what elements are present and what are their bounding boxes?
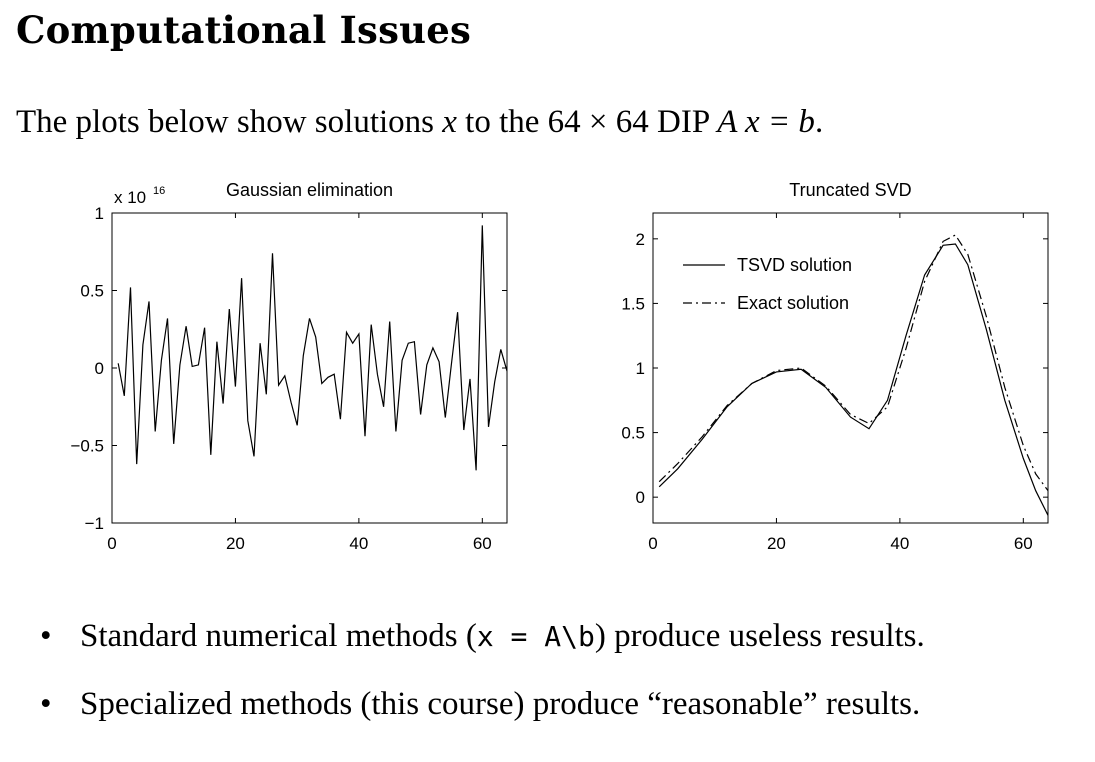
tsvd-x-tick-label: 20 — [767, 534, 786, 553]
intro-var: x — [442, 104, 457, 140]
tsvd-y-tick-label: 0 — [636, 488, 645, 507]
tsvd-x-tick-label: 60 — [1014, 534, 1033, 553]
intro-sentence: The plots below show solutions x to the … — [16, 104, 823, 141]
intro-prefix: The plots below show solutions — [16, 104, 443, 140]
gauss-y-tick-label: −1 — [85, 514, 104, 533]
gauss-y-tick-label: 0.5 — [80, 282, 104, 301]
gauss-x-tick-label: 20 — [226, 534, 245, 553]
tsvd-y-tick-label: 1.5 — [621, 294, 645, 313]
bullet-text-pre: Specialized methods (this course) produc… — [80, 686, 921, 722]
intro-middle: to the 64 × 64 DIP — [456, 104, 718, 140]
intro-suffix: . — [814, 104, 824, 140]
gauss-y-tick-label: −0.5 — [70, 437, 104, 456]
gauss-x-tick-label: 60 — [473, 534, 492, 553]
bullet-code: x = A\b — [476, 620, 595, 653]
tsvd-y-tick-label: 1 — [636, 359, 645, 378]
tsvd-chart-title: Truncated SVD — [789, 180, 911, 200]
tsvd-series-2-line — [658, 234, 1049, 492]
gauss-x-tick-label: 0 — [107, 534, 116, 553]
tsvd-y-tick-label: 2 — [636, 230, 645, 249]
gauss-plot-frame — [111, 212, 508, 524]
gauss-chart-title: Gaussian elimination — [226, 180, 393, 200]
tsvd-series-1-line — [658, 243, 1049, 516]
tsvd-legend-label: Exact solution — [737, 293, 849, 313]
tsvd-legend-label: TSVD solution — [737, 255, 852, 275]
gauss-x-tick-label: 40 — [349, 534, 368, 553]
gauss-y-tick-label: 0 — [95, 359, 104, 378]
intro-equation: A x = b — [717, 104, 815, 140]
tsvd-y-tick-label: 0.5 — [621, 424, 645, 443]
gauss-y-tick-label: 1 — [95, 204, 104, 223]
bullet-text-post: ) produce useless results. — [594, 618, 925, 654]
tsvd-x-tick-label: 0 — [648, 534, 657, 553]
gauss-scale-exponent: 16 — [153, 185, 165, 197]
bullet-dot: • — [40, 686, 52, 722]
bullet-dot: • — [40, 618, 52, 654]
gauss-series-1-line — [117, 225, 508, 471]
bullet-text-pre: Standard numerical methods ( — [80, 618, 477, 654]
gauss-scale-label: x 10 — [114, 188, 146, 207]
page-title: Computational Issues — [16, 8, 471, 52]
bullet-item-specialized: • Specialized methods (this course) produ… — [40, 686, 925, 723]
bullet-list: • Standard numerical methods (x = A\b) pr… — [40, 618, 925, 754]
tsvd-x-tick-label: 40 — [890, 534, 909, 553]
bullet-item-standard: • Standard numerical methods (x = A\b) pr… — [40, 618, 925, 655]
